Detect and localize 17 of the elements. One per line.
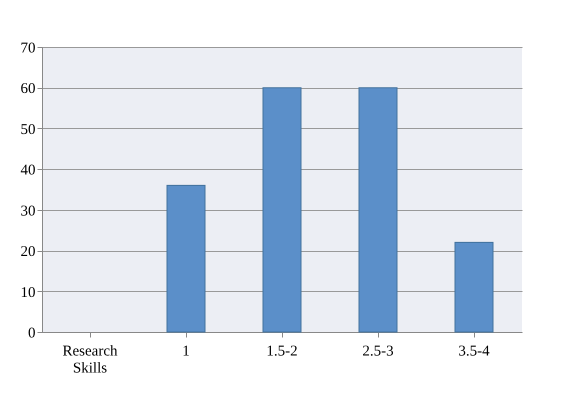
x-tick-label: 1.5-2 — [266, 344, 298, 360]
bar — [454, 242, 494, 332]
y-tick-label: 10 — [20, 284, 36, 301]
x-tick-label: 1 — [182, 344, 190, 360]
y-tick-label: 40 — [20, 162, 36, 179]
y-tick-label: 70 — [20, 40, 36, 56]
y-tick-label: 0 — [28, 326, 36, 342]
y-tick-label: 20 — [20, 244, 36, 260]
bar — [262, 87, 302, 332]
x-tick-label: 2.5-3 — [362, 344, 394, 360]
y-tick-label: 60 — [20, 81, 36, 98]
bar — [358, 87, 398, 332]
bar — [166, 184, 206, 332]
x-tick-label: Research Skills — [62, 344, 118, 376]
y-tick-label: 30 — [20, 203, 36, 220]
y-tick-label: 50 — [20, 122, 36, 138]
x-tick-label: 3.5-4 — [458, 344, 490, 360]
